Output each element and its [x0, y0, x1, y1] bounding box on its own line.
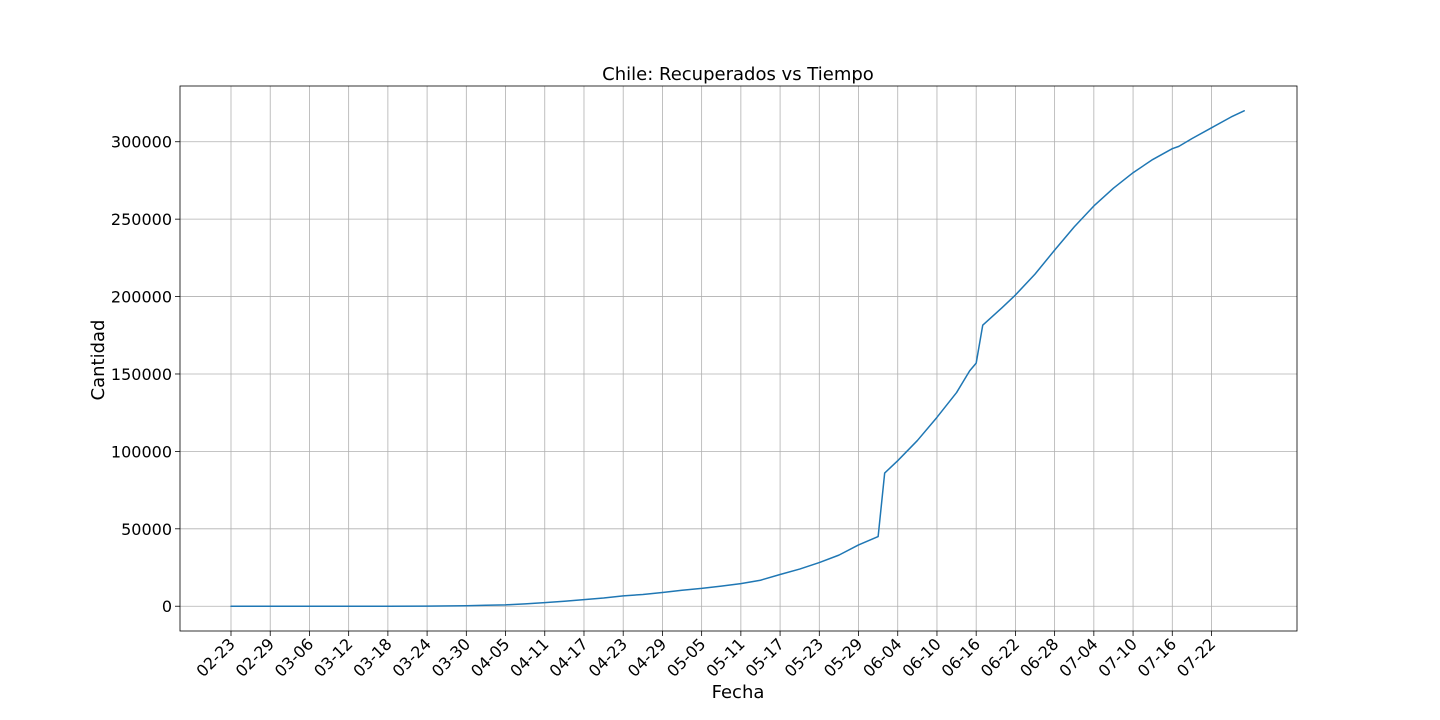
- y-tick-label: 100000: [111, 442, 172, 461]
- y-tick-label: 0: [162, 597, 172, 616]
- series-layer: [230, 110, 1245, 607]
- y-tick-label: 300000: [111, 133, 172, 152]
- plot-area: [179, 85, 1298, 632]
- y-tick-label: 50000: [121, 520, 172, 539]
- series-line-recuperados: [230, 110, 1245, 607]
- y-tick-label: 200000: [111, 288, 172, 307]
- grid: [180, 86, 1297, 631]
- x-axis-title: Fecha: [712, 682, 765, 703]
- y-tick-label: 150000: [111, 365, 172, 384]
- y-axis: 0 50000 100000 150000 200000 250000 300000: [111, 133, 180, 616]
- y-tick-label: 250000: [111, 210, 172, 229]
- chart-title: Chile: Recuperados vs Tiempo: [602, 64, 874, 85]
- y-axis-title: Cantidad: [88, 320, 109, 401]
